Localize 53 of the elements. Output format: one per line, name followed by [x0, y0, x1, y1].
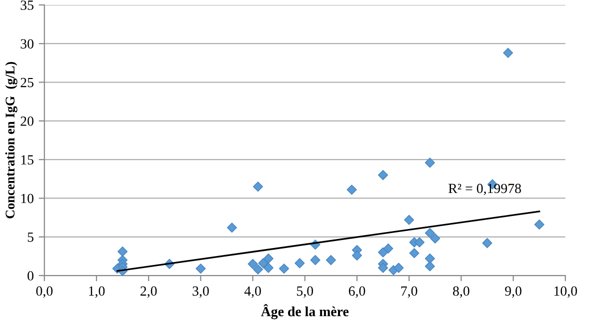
point — [352, 250, 362, 260]
point — [424, 158, 435, 168]
point — [346, 184, 357, 195]
point — [409, 248, 420, 258]
point — [404, 214, 414, 225]
y-axis-title: Concentration en IgG (g/L) — [5, 62, 18, 218]
point — [482, 238, 492, 248]
point — [503, 48, 514, 58]
point — [118, 246, 128, 257]
point — [310, 255, 320, 266]
point — [430, 233, 440, 244]
y-tick-label: 0 — [28, 271, 34, 281]
point — [378, 170, 388, 180]
x-tick-label: 2,0 — [140, 286, 157, 298]
x-axis-title: Âge de la mère — [260, 304, 349, 320]
point — [394, 262, 404, 273]
point — [424, 254, 435, 264]
point — [226, 222, 237, 233]
point — [279, 264, 290, 274]
y-tick-label: 30 — [20, 39, 34, 49]
x-tick-label: 4,0 — [244, 286, 261, 298]
point — [378, 247, 388, 258]
y-tick-label: 15 — [21, 155, 34, 165]
point — [378, 262, 388, 273]
point — [326, 255, 336, 266]
point — [294, 258, 305, 268]
point — [263, 254, 274, 264]
x-tick-label: 0,0 — [36, 286, 53, 298]
x-tick-label: 5,0 — [297, 286, 314, 298]
x-tick-label: 8,0 — [453, 286, 470, 298]
point — [424, 261, 435, 272]
point — [263, 262, 274, 273]
x-tick-label: 1,0 — [89, 286, 105, 298]
x-tick-label: 10,0 — [554, 286, 577, 298]
x-tick-label: 7,0 — [401, 286, 418, 298]
point — [252, 182, 264, 192]
point — [196, 264, 206, 274]
y-tick-label: 10 — [21, 194, 34, 204]
point — [414, 237, 425, 248]
annotation: R² = 0,19978 — [448, 184, 521, 196]
point — [258, 258, 268, 268]
x-tick-label: 6,0 — [348, 286, 366, 298]
y-tick-label: 25 — [20, 78, 34, 88]
y-tick-label: 35 — [20, 0, 34, 10]
y-tick-label: 20 — [20, 116, 34, 126]
x-tick-label: 9,0 — [505, 286, 522, 298]
point — [248, 258, 258, 269]
point — [252, 264, 264, 274]
point — [383, 243, 394, 254]
point — [534, 219, 544, 230]
point — [424, 228, 435, 238]
y-tick-label: 5 — [28, 232, 34, 242]
x-tick-label: 3,0 — [192, 286, 209, 298]
